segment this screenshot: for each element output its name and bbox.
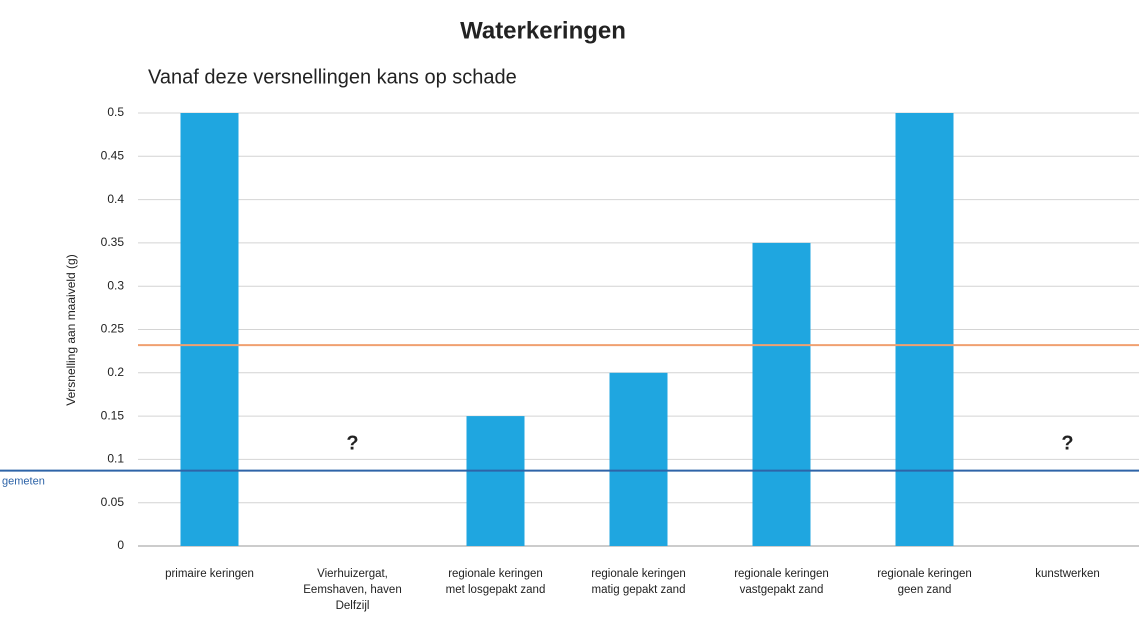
chart-title: Waterkeringen <box>460 17 626 44</box>
bar <box>752 242 811 546</box>
bar <box>895 113 954 546</box>
annotation: ? <box>1061 432 1073 454</box>
x-tick-label: Delfzijl <box>336 600 370 612</box>
bar <box>609 372 668 546</box>
y-tick-label: 0.15 <box>101 408 125 422</box>
y-tick-label: 0.4 <box>107 192 124 206</box>
y-tick-label: 0 <box>117 538 124 552</box>
x-tick-label: regionale keringen <box>877 568 972 580</box>
x-tick-label: regionale keringen <box>734 568 829 580</box>
y-tick-label: 0.05 <box>101 495 125 509</box>
y-tick-label: 0.2 <box>107 365 124 379</box>
y-tick-label: 0.1 <box>107 452 124 466</box>
x-tick-label: regionale keringen <box>448 568 543 580</box>
y-tick-label: 0.45 <box>101 148 125 162</box>
annotation: ? <box>346 432 358 454</box>
x-tick-label: regionale keringen <box>591 568 686 580</box>
x-tick-label: met losgepakt zand <box>446 584 546 596</box>
x-tick-label: geen zand <box>898 584 952 596</box>
x-tick-label: Eemshaven, haven <box>303 584 401 596</box>
reference-label: gemeten <box>2 476 45 488</box>
x-tick-label: vastgepakt zand <box>740 584 824 596</box>
y-tick-label: 0.35 <box>101 235 125 249</box>
bar <box>466 416 525 546</box>
y-tick-label: 0.5 <box>107 105 124 119</box>
x-tick-label: Vierhuizergat, <box>317 568 388 580</box>
y-tick-label: 0.3 <box>107 278 124 292</box>
bar <box>180 113 239 546</box>
x-tick-label: matig gepakt zand <box>592 584 686 596</box>
x-tick-label: primaire keringen <box>165 568 254 580</box>
chart-subtitle: Vanaf deze versnellingen kans op schade <box>148 66 517 88</box>
x-tick-label: kunstwerken <box>1035 568 1100 580</box>
y-tick-label: 0.25 <box>101 322 125 336</box>
y-axis-label: Versnelling aan maaiveld (g) <box>64 254 78 405</box>
